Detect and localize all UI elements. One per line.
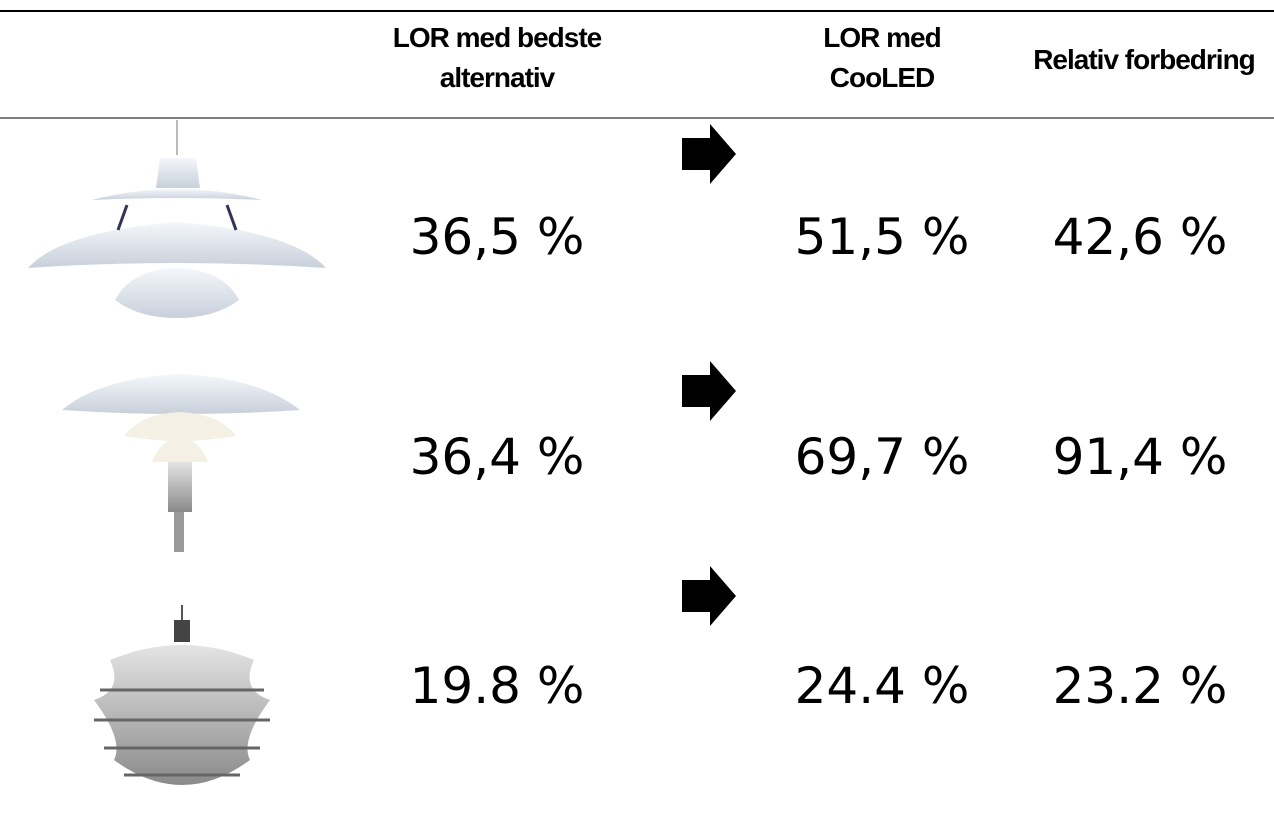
- lamp-ph5: [28, 120, 326, 318]
- column-header: LOR med bedste alternativ: [392, 22, 602, 93]
- cell: 19.8 %: [409, 657, 585, 715]
- arrow: [682, 566, 736, 626]
- cell: 23.2 %: [1052, 657, 1228, 715]
- arrow: [682, 361, 736, 421]
- lamp-ph-table: [62, 374, 300, 552]
- cell: 69,7 %: [794, 428, 970, 486]
- column-header: LOR med CooLED: [823, 22, 941, 93]
- lamp-artichoke: [94, 605, 270, 785]
- cell: 91,4 %: [1052, 428, 1228, 486]
- cell: 24.4 %: [794, 657, 970, 715]
- cell: 51,5 %: [794, 208, 970, 266]
- cell: 36,5 %: [409, 208, 585, 266]
- arrow: [682, 124, 736, 184]
- cell: 36,4 %: [409, 428, 585, 486]
- cell: 42,6 %: [1052, 208, 1228, 266]
- column-header: Relativ forbedring: [1033, 44, 1256, 75]
